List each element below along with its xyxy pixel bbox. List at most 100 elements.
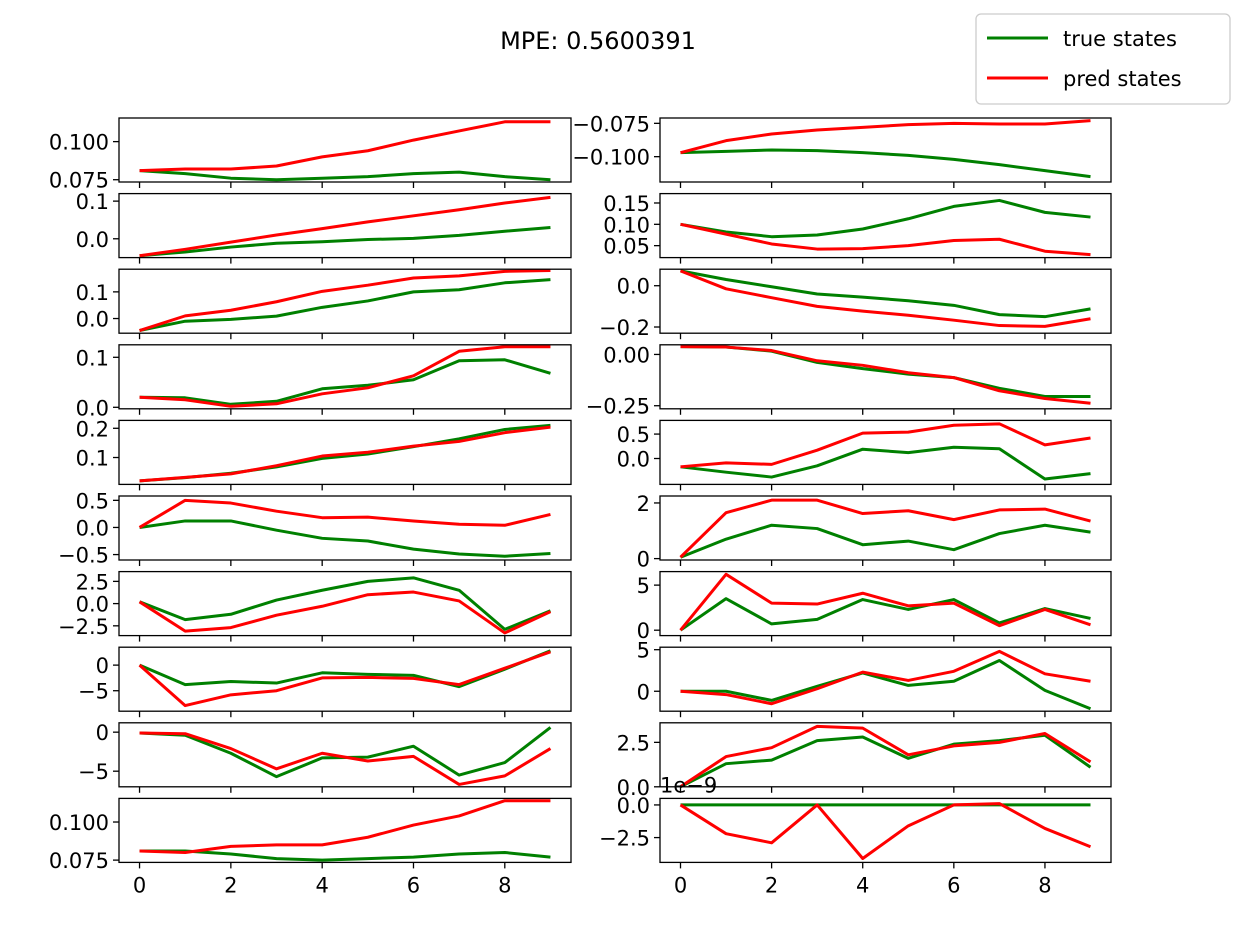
series-line-pred (680, 345, 1091, 405)
legend-label-pred: pred states (1063, 67, 1182, 91)
series-line-pred (680, 119, 1091, 155)
y-tick-label: −5 (78, 680, 109, 704)
series-line-true (680, 659, 1092, 711)
y-tick-label: 0.075 (49, 169, 109, 193)
x-tick-label: 8 (1038, 873, 1051, 897)
x-tick-label: 0 (133, 873, 146, 897)
x-tick-label: 2 (765, 873, 778, 897)
axes-frame (659, 419, 1112, 486)
series-line-true (680, 269, 1091, 319)
y-tick-label: 0.10 (603, 213, 650, 237)
legend: true states pred states (975, 13, 1231, 105)
axes-frame (659, 570, 1112, 637)
series-line-true (139, 169, 551, 182)
subplot-grid: 0.0750.100−0.100−0.0750.00.10.050.100.15… (49, 112, 1112, 897)
axes-frame (118, 646, 572, 712)
y-tick-label: 0.0 (617, 776, 650, 800)
subplot-12: 02 (637, 492, 1112, 572)
y-tick-label: 0.0 (617, 275, 650, 299)
y-tick-label: 0.0 (76, 593, 109, 617)
series-line-true (680, 345, 1091, 398)
axes-frame (659, 117, 1112, 183)
y-tick-label: 0.2 (76, 417, 109, 441)
y-tick-label: −0.2 (599, 316, 650, 340)
y-tick-label: 0 (637, 680, 650, 704)
subplot-5: 0.00.1 (76, 268, 572, 340)
axes-frame (118, 570, 572, 637)
subplot-6: −0.2 0.0 (599, 268, 1112, 340)
axes-frame (118, 344, 572, 410)
y-tick-label: 0.5 (617, 423, 650, 447)
subplot-15: −50 (78, 646, 572, 718)
series-line-true (139, 519, 551, 558)
subplot-18: 0.0 2.5 (617, 722, 1112, 800)
y-tick-label: 0.100 (49, 131, 109, 155)
series-line-pred (679, 269, 1091, 328)
series-line-pred (139, 120, 551, 173)
axes-frame (118, 268, 572, 334)
y-tick-label: 0.0 (76, 228, 109, 252)
axes-frame (659, 344, 1112, 410)
series-line-pred (680, 649, 1091, 706)
subplot-14: 05 (637, 570, 1112, 643)
subplot-13: −2.50.02.5 (58, 570, 572, 642)
series-line-pred (138, 650, 551, 708)
axes-frame (118, 419, 572, 486)
series-line-pred (679, 802, 1092, 860)
y-tick-label: 0.1 (76, 281, 109, 305)
subplot-11: −0.5 0.0 0.5 (58, 489, 572, 568)
series-line-pred (680, 222, 1091, 257)
subplot-17: −5 0 (78, 721, 572, 793)
series-line-true (139, 225, 551, 258)
y-tick-label: 0.00 (603, 343, 650, 367)
x-tick-label: 8 (498, 873, 511, 897)
x-tick-label: 4 (856, 873, 869, 897)
series-line-true (139, 278, 551, 332)
y-tick-label: 5 (637, 574, 650, 598)
series-line-pred (139, 799, 551, 854)
y-tick-label: 0.075 (49, 849, 109, 873)
series-line-pred (138, 590, 552, 635)
y-tick-label: −0.5 (58, 544, 109, 568)
y-tick-label: 0 (637, 619, 650, 643)
series-line-true (139, 576, 552, 631)
subplot-7: 0.0 0.1 (76, 344, 572, 420)
y-tick-label: −2.5 (599, 827, 650, 851)
y-tick-label: −5 (78, 760, 109, 784)
y-tick-label: −0.100 (572, 146, 650, 170)
y-tick-label: −0.075 (572, 112, 650, 136)
figure-title: MPE: 0.5600391 (500, 27, 696, 55)
series-line-true (679, 523, 1091, 559)
legend-label-true: true states (1063, 27, 1177, 51)
series-line-pred (679, 498, 1091, 559)
series-line-pred (139, 425, 551, 483)
y-tick-label: 0 (637, 548, 650, 572)
y-tick-label: 0.1 (76, 447, 109, 471)
axes-frame (659, 722, 1112, 788)
y-offset-label: 1e−9 (660, 773, 717, 797)
series-line-true (139, 358, 551, 406)
x-tick-label: 4 (315, 873, 328, 897)
y-tick-label: 0.100 (49, 811, 109, 835)
subplot-10: 0.00.5 (617, 419, 1112, 491)
series-line-true (139, 726, 552, 779)
x-tick-label: 6 (407, 873, 420, 897)
y-tick-label: 0.1 (76, 346, 109, 370)
y-tick-label: 0.05 (603, 235, 650, 259)
subplot-2: −0.100 −0.075 (572, 112, 1112, 188)
series-line-pred (139, 269, 551, 332)
series-line-true (680, 148, 1091, 179)
y-tick-label: −2.5 (58, 615, 109, 639)
subplot-19: 0 2 4 6 8 0.075 0.100 (49, 797, 572, 897)
series-line-pred (679, 572, 1091, 632)
series-line-pred (680, 422, 1091, 469)
subplot-16: 05 (637, 639, 1112, 718)
axes-frame (659, 495, 1112, 561)
y-tick-label: 2.5 (76, 570, 109, 594)
subplot-9: 0.10.2 (76, 417, 572, 491)
axes-frame (118, 192, 572, 259)
subplot-4: 0.050.100.15 (603, 192, 1112, 264)
y-tick-label: 0.5 (76, 489, 109, 513)
x-tick-label: 0 (674, 873, 687, 897)
